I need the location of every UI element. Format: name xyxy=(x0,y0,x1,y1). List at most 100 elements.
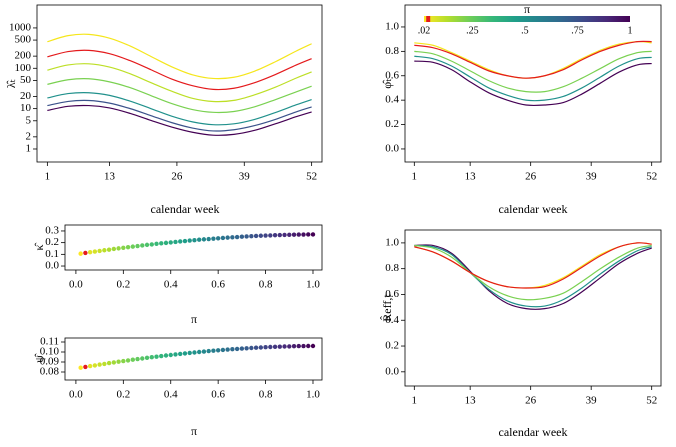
curve xyxy=(414,242,652,289)
point xyxy=(244,346,249,351)
y-tick-label: 0.2 xyxy=(385,118,399,130)
y-tick-label: 0.0 xyxy=(45,260,59,272)
y-tick-label: 0.1 xyxy=(45,248,59,260)
point xyxy=(125,245,131,250)
colorbar-highlight xyxy=(426,16,431,22)
point xyxy=(215,236,221,241)
x-tick-label: 0.4 xyxy=(164,389,178,401)
curve xyxy=(414,60,652,107)
point xyxy=(87,363,93,369)
curve xyxy=(47,78,312,114)
y-axis-label: κ̂ xyxy=(32,242,46,250)
point xyxy=(111,246,117,252)
point xyxy=(182,351,188,356)
colorbar-tick-label: .25 xyxy=(466,25,479,36)
plot-frame xyxy=(64,224,323,271)
x-tick-label: 1.0 xyxy=(306,279,320,291)
point xyxy=(135,356,140,362)
plot-frame xyxy=(64,337,323,381)
point xyxy=(111,360,117,365)
point xyxy=(310,232,316,237)
point xyxy=(206,348,211,354)
point xyxy=(173,352,178,357)
x-axis-label: calendar week xyxy=(151,202,220,216)
x-tick-label: 1 xyxy=(412,395,418,407)
point xyxy=(230,235,235,240)
y-tick-label: 0.6 xyxy=(385,288,399,300)
point xyxy=(225,235,230,240)
point xyxy=(130,244,136,249)
x-tick-label: 0.0 xyxy=(69,279,83,291)
point xyxy=(282,344,287,349)
colorbar xyxy=(424,16,630,22)
point xyxy=(215,348,221,353)
point xyxy=(92,363,98,368)
point xyxy=(272,232,278,238)
x-tick-label: 26 xyxy=(171,171,183,183)
point xyxy=(97,362,102,367)
point xyxy=(168,352,173,358)
y-tick-label: 0.08 xyxy=(40,366,60,378)
x-tick-label: 52 xyxy=(306,171,317,183)
point xyxy=(272,344,278,349)
point xyxy=(268,233,273,238)
point xyxy=(306,232,311,237)
point xyxy=(196,237,202,242)
point xyxy=(121,358,126,364)
point xyxy=(239,234,245,239)
point xyxy=(253,345,259,350)
x-tick-label: 52 xyxy=(646,171,657,183)
point xyxy=(106,247,112,252)
x-axis-label: calendar week xyxy=(499,425,568,439)
x-tick-label: 13 xyxy=(104,171,116,183)
y-axis-label: φ̂ₜ xyxy=(380,78,394,88)
y-axis-label: R̂eff,t xyxy=(379,294,393,322)
y-tick-label: 0.09 xyxy=(40,356,60,368)
colorbar-title: π xyxy=(524,2,530,16)
point xyxy=(301,232,306,237)
y-tick-label: 200 xyxy=(15,50,32,62)
colorbar-tick-label: 1 xyxy=(628,25,633,36)
x-axis-label: calendar week xyxy=(499,202,568,216)
point xyxy=(78,365,83,370)
curve xyxy=(414,244,652,308)
point xyxy=(125,358,131,363)
point xyxy=(220,347,226,353)
x-tick-label: 13 xyxy=(465,171,477,183)
point xyxy=(78,251,83,256)
x-tick-label: 26 xyxy=(525,395,537,407)
point xyxy=(263,345,268,350)
point xyxy=(140,356,145,361)
curve xyxy=(47,92,312,126)
point xyxy=(116,246,121,251)
point xyxy=(83,364,88,370)
y-tick-label: 0.3 xyxy=(45,224,59,236)
point xyxy=(296,343,301,349)
colorbar-tick-label: .02 xyxy=(418,25,431,36)
y-axis-label: λ̂ₜ xyxy=(4,79,18,88)
point xyxy=(135,243,140,249)
x-tick-label: 1 xyxy=(45,171,51,183)
point xyxy=(306,343,311,349)
x-tick-label: 1 xyxy=(412,171,418,183)
point xyxy=(159,241,164,246)
y-tick-label: 0.11 xyxy=(40,336,59,348)
x-axis-label: π xyxy=(191,424,197,438)
curve xyxy=(47,104,312,136)
point xyxy=(192,350,197,355)
point xyxy=(154,354,159,359)
point xyxy=(92,249,98,254)
point xyxy=(187,238,192,243)
y-tick-label: 500 xyxy=(15,34,32,46)
point xyxy=(310,343,316,349)
point xyxy=(187,350,192,356)
y-tick-label: 0.2 xyxy=(45,236,59,248)
y-tick-label: 0.10 xyxy=(40,346,60,358)
x-tick-label: 13 xyxy=(465,395,477,407)
point xyxy=(140,243,145,248)
y-tick-label: 0.4 xyxy=(385,314,399,326)
curve xyxy=(47,63,312,103)
point xyxy=(173,239,178,245)
point xyxy=(201,349,207,354)
